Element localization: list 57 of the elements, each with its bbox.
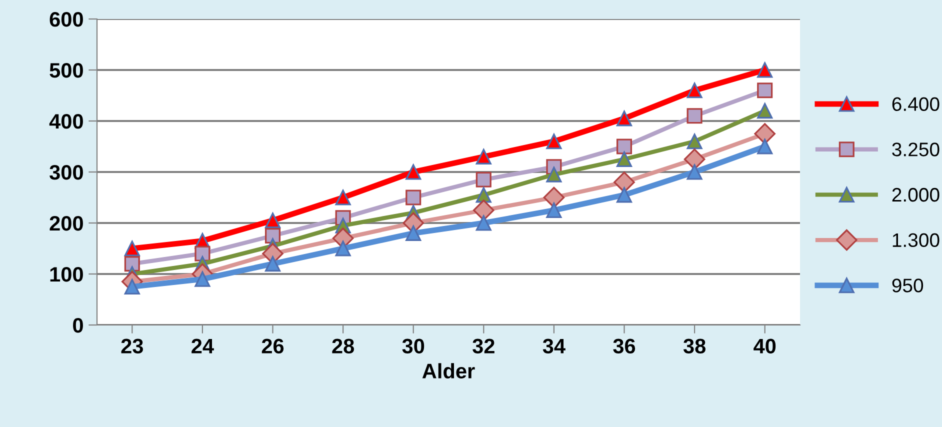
x-tick-label: 26: [262, 338, 284, 354]
x-tick-label: 36: [613, 338, 636, 354]
point: [686, 134, 702, 150]
point: [264, 212, 281, 228]
point: [264, 256, 281, 272]
point: [335, 240, 351, 256]
point: [546, 134, 562, 150]
point: [757, 82, 773, 98]
x-tick-label: 24: [192, 338, 214, 354]
y-tick-label: 400: [49, 114, 83, 129]
point: [616, 110, 632, 126]
point: [472, 200, 494, 221]
x-axis-title: Alder: [422, 363, 475, 378]
point: [124, 240, 140, 256]
point: [476, 172, 492, 188]
y-tick-label: 500: [50, 63, 83, 78]
x-tick-label: 30: [402, 338, 424, 354]
x-tick-label: 34: [542, 338, 566, 354]
x-tick-label: 23: [121, 338, 143, 354]
point: [476, 148, 492, 164]
point: [686, 82, 702, 98]
y-tick-label: 100: [50, 267, 83, 282]
point: [616, 151, 632, 168]
point: [754, 123, 776, 144]
point: [546, 166, 562, 182]
point: [757, 103, 773, 119]
point: [476, 187, 492, 203]
x-tick-label: 32: [472, 338, 494, 354]
x-tick-label: 28: [332, 338, 354, 354]
point: [406, 164, 422, 180]
point: [614, 172, 635, 193]
point: [543, 186, 565, 208]
point: [546, 202, 562, 218]
point: [686, 164, 702, 180]
y-tick-label: 0: [73, 318, 83, 333]
y-tick-label: 600: [50, 12, 83, 27]
y-tick-label: 200: [50, 216, 83, 231]
point: [406, 225, 422, 241]
legend-label: 1.300: [892, 233, 940, 248]
legend-label: 3.250: [892, 142, 940, 156]
point: [335, 190, 351, 206]
legend-label: 2.000: [892, 188, 940, 202]
point: [616, 138, 632, 154]
point: [686, 108, 702, 124]
y-tick-label: 300: [50, 165, 83, 180]
x-tick-label: 40: [754, 338, 776, 354]
point: [684, 148, 706, 170]
point: [124, 256, 140, 272]
point: [194, 271, 210, 287]
point: [476, 215, 492, 231]
point: [757, 62, 773, 78]
x-tick-label: 38: [683, 338, 706, 354]
point: [757, 138, 773, 154]
legend-label: 6.400: [892, 97, 940, 112]
point: [406, 190, 422, 206]
legend-label: 950: [892, 278, 924, 292]
point: [616, 187, 632, 203]
